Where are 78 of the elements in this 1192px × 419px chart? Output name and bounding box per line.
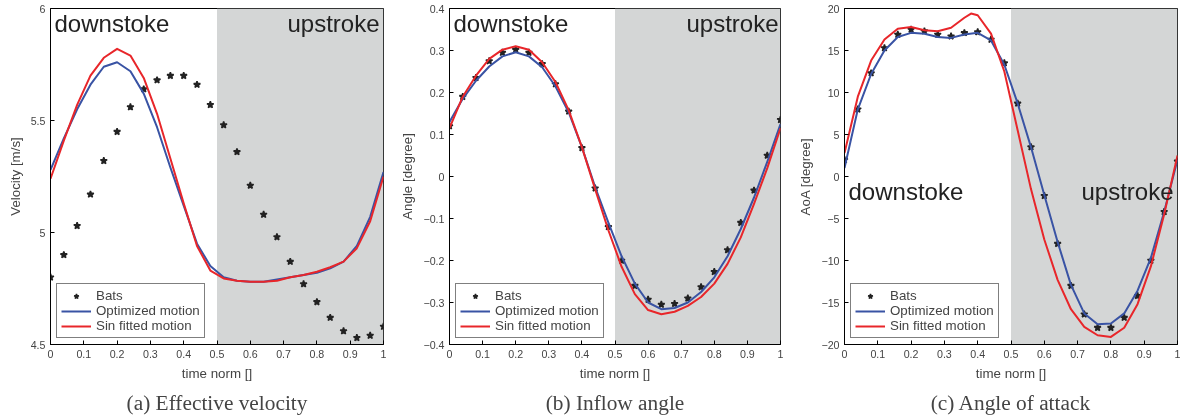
y-tick-label: 20 (827, 2, 840, 15)
x-tick-label: 0.7 (276, 347, 292, 360)
legend-label: Bats (495, 288, 522, 303)
x-axis-title: time norm [] (579, 365, 651, 381)
y-tick-label: 6 (39, 2, 46, 15)
y-tick-label: 0.1 (429, 128, 445, 141)
y-tick-label: 5.5 (30, 114, 46, 127)
annotation: downstoke (453, 9, 569, 37)
x-tick-label: 0.9 (1136, 347, 1152, 360)
y-tick-label: −0.4 (423, 338, 445, 351)
x-tick-label: 1 (1174, 347, 1181, 360)
x-tick-label: 0.3 (541, 347, 557, 360)
x-tick-label: 0.3 (936, 347, 952, 360)
x-tick-label: 0.8 (1103, 347, 1119, 360)
y-tick-label: −20 (821, 338, 840, 351)
y-tick-label: 15 (827, 44, 840, 57)
y-tick-label: −0.3 (423, 296, 445, 309)
x-tick-label: 0.8 (706, 347, 722, 360)
text: (c) Angle of attack (930, 390, 1091, 415)
text: (b) Inflow angle (545, 390, 685, 415)
y-axis-title: Velocity [m/s] (7, 137, 23, 216)
x-tick-label: 0.5 (209, 347, 225, 360)
legend-label: Optimized motion (495, 303, 599, 318)
x-tick-label: 0.1 (475, 347, 491, 360)
legend-label: Optimized motion (96, 303, 200, 318)
x-tick-label: 1 (777, 347, 784, 360)
x-tick-label: 0.6 (1036, 347, 1052, 360)
x-tick-label: 0.5 (607, 347, 623, 360)
y-tick-label: 0.3 (429, 44, 445, 57)
x-tick-label: 0.2 (903, 347, 919, 360)
x-tick-label: 0 (446, 347, 453, 360)
annotation: upstroke (686, 9, 779, 37)
annotation: downstoke (848, 177, 964, 205)
y-axis-title: Angle [degree] (400, 133, 416, 220)
y-tick-label: 0 (833, 170, 840, 183)
y-tick-label: 5 (39, 226, 46, 239)
legend-label: Optimized motion (890, 303, 994, 318)
x-tick-label: 0.2 (508, 347, 524, 360)
x-tick-label: 0.4 (574, 347, 590, 360)
y-tick-label: 0 (438, 170, 445, 183)
x-axis-title: time norm [] (181, 365, 253, 381)
legend-label: Sin fitted motion (890, 318, 986, 333)
x-tick-label: 1 (380, 347, 387, 360)
x-tick-label: 0.7 (673, 347, 689, 360)
y-tick-label: 0.4 (429, 2, 445, 15)
y-tick-label: −5 (827, 212, 840, 225)
x-tick-label: 0.1 (870, 347, 886, 360)
y-tick-label: 10 (827, 86, 840, 99)
annotation: upstroke (287, 9, 380, 37)
x-tick-label: 0.6 (242, 347, 258, 360)
x-tick-label: 0.6 (640, 347, 656, 360)
y-tick-label: −0.1 (423, 212, 445, 225)
text: (a) Effective velocity (126, 390, 308, 415)
x-tick-label: 0 (841, 347, 848, 360)
x-tick-label: 0.9 (342, 347, 358, 360)
annotation: downstoke (54, 9, 170, 37)
x-tick-label: 0.4 (970, 347, 986, 360)
y-tick-label: 5 (833, 128, 840, 141)
legend-label: Bats (890, 288, 917, 303)
x-tick-label: 0.8 (309, 347, 325, 360)
x-tick-label: 0.3 (142, 347, 158, 360)
legend-label: Bats (96, 288, 123, 303)
y-tick-label: −0.2 (423, 254, 445, 267)
x-axis-title: time norm [] (975, 365, 1047, 381)
legend-label: Sin fitted motion (495, 318, 591, 333)
y-tick-label: 4.5 (30, 338, 46, 351)
x-tick-label: 0.4 (176, 347, 192, 360)
x-tick-label: 0.7 (1070, 347, 1086, 360)
x-tick-label: 0.9 (739, 347, 755, 360)
x-tick-label: 0.2 (109, 347, 125, 360)
y-tick-label: −10 (821, 254, 840, 267)
x-tick-label: 0.1 (76, 347, 92, 360)
x-tick-label: 0.5 (1003, 347, 1019, 360)
legend-label: Sin fitted motion (96, 318, 192, 333)
x-tick-label: 0 (47, 347, 54, 360)
y-tick-label: −15 (821, 296, 840, 309)
y-axis-title: AoA [degree] (798, 138, 814, 216)
y-tick-label: 0.2 (429, 86, 445, 99)
